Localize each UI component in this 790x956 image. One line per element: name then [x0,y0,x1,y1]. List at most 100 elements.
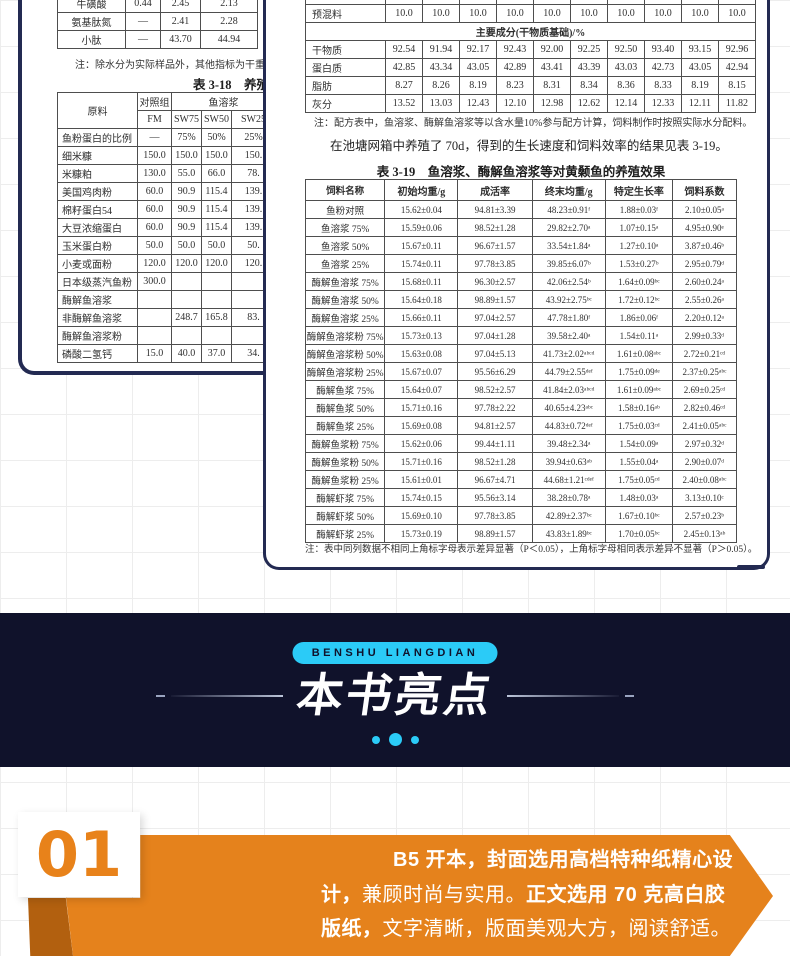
table-cell: 139. [230,200,266,219]
feature-text-segment: B5 开本，封面选用高档特种纸精心设计， [321,849,734,906]
table-cell: 酶解虾浆 75% [304,488,386,507]
table-header-row: 饲料名称 初始均重/g 成活率 终末均重/g 特定生长率 饲料系数 [304,179,738,201]
table-row: 灰分 13.52 13.03 12.43 12.10 12.98 12.62 12.14 12.… [305,94,756,113]
table-row: 酶解鱼溶浆 75% 15.68±0.11 96.30±2.57 42.06±2.54ᵇ… [304,272,738,291]
table-cell: 130.0 [137,164,172,183]
table-row: 磷酸二氢钙 15.0 40.0 37.0 34. [57,344,266,363]
table-note: 注：表中同列数据不相同上角标字母表示差异显著（P＜0.05），上角标字母相同表示… [305,545,758,555]
table-cell: 主要成分(干物质基础)/% [305,22,756,41]
table-row: 酶解鱼浆粉 75% 15.62±0.06 99.44±1.11 39.48±2.34ᵃ… [304,434,738,453]
table-cell: 11.82 [718,94,756,113]
table-row: 非酶解鱼溶浆 248.7 165.8 83. [57,308,266,327]
table-cell: 13.52 [385,94,423,113]
table-cell: 139. [230,182,266,201]
table-cell: 248.7 [171,308,202,327]
table-cell: 1.58±0.16ᵃᵇ [604,398,673,417]
table-cell: 10.0 [385,4,423,23]
table-cell: 15.66±0.11 [384,308,459,327]
table-cell: 8.15 [718,76,756,95]
table-cell: 15.59±0.06 [384,218,459,237]
table-cell: 1.72±0.12ᵇᶜ [604,290,673,309]
table-cell: 25% [230,128,266,147]
table-cell [171,290,202,309]
table-cell: 酶解鱼溶浆粉 75% [304,326,386,345]
table-cell: 1.54±0.09ᵃ [604,434,673,453]
table-cell: 细米糠 [57,146,138,165]
table-cell: 8.26 [422,76,460,95]
table-cell: 97.04±1.28 [457,326,533,345]
table-cell: 96.30±2.57 [457,272,533,291]
table-cell: 预混料 [305,4,386,23]
table-cell: 15.63±0.08 [384,344,459,363]
table-cell: 92.50 [607,40,645,59]
table-cell: 2.82±0.46ᶜᵈ [671,398,738,417]
table-cell: 91.94 [422,40,460,59]
ribbon-fold [28,898,73,956]
feature-number-box: 01 [18,812,140,897]
table-cell: 酶解鱼溶浆粉 50% [304,344,386,363]
table-cell: 酶解鱼溶浆 50% [304,290,386,309]
table-cell: 115.4 [201,182,232,201]
table-cell: 150. [230,146,266,165]
table-cell: 39.94±0.63ᵃᵇ [531,452,606,471]
table-cell [171,326,202,345]
table-cell: 磷酸二氢钙 [57,344,138,363]
table-cell: 120.0 [201,254,232,273]
book-page-scan-right: 预混料 10.0 10.0 10.0 10.0 10.0 10.0 10.0 10.0 10.0 1… [263,0,770,570]
table-cell: 鱼溶浆 25% [304,254,386,273]
table-cell: 日本级蒸汽鱼粉 [57,272,138,291]
table-cell: 15.0 [137,344,172,363]
column-header: FM [137,110,172,129]
table-cell: 10.0 [644,4,682,23]
table-cell: 0.44 [125,0,161,13]
table-cell: 50.0 [137,236,172,255]
section-title-row: 本书亮点 [0,668,790,723]
table-row: 干物质 92.54 91.94 92.17 92.43 92.00 92.25 92.50 93… [305,40,756,59]
table-cell: 1.75±0.03ᶜᵈ [604,416,673,435]
table-cell: 13.03 [422,94,460,113]
table-span-row: 主要成分(干物质基础)/% [305,22,756,41]
table-cell: 1.55±0.04ᵃ [604,452,673,471]
book-page-scan-left: 牛磺酸 0.44 2.45 2.13 氨基肽氮 —2.41 2.28 小肽 —43.70 44.9… [18,0,266,375]
table-row: 鱼溶浆 25% 15.74±0.11 97.78±3.85 39.85±6.07ᵇ 1.… [304,254,738,273]
table-cell: 60.0 [137,218,172,237]
table-cell: 酶解鱼溶浆 75% [304,272,386,291]
table-cell: 12.33 [644,94,682,113]
table-cell [137,290,172,309]
table-cell: 灰分 [305,94,386,113]
table-row: 鱼粉蛋白的比例 —75% 50% 25% [57,128,266,147]
table-cell: 42.89±2.37ᵇᶜ [531,506,606,525]
table-cell: 94.81±2.57 [457,416,533,435]
table-cell: 小麦或面粉 [57,254,138,273]
highlights-pill: BENSHU LIANGDIAN [292,642,498,664]
table-cell: 2.90±0.07ᵈ [671,452,738,471]
table-cell: 酶解虾浆 50% [304,506,386,525]
table-cell: 42.85 [385,58,423,77]
table-cell: 12.10 [496,94,534,113]
feature-text: B5 开本，封面选用高档特种纸精心设计，兼顾时尚与实用。正文选用 70 克高白胶… [321,843,745,947]
table-cell: 15.74±0.15 [384,488,459,507]
table-cell: 95.56±6.29 [457,362,533,381]
table-cell [230,272,266,291]
table-cell: 1.48±0.03ᵃ [604,488,673,507]
table-cell: 60.0 [137,200,172,219]
table-cell: 12.14 [607,94,645,113]
table-row: 酶解鱼浆粉 50% 15.71±0.16 98.52±1.28 39.94±0.63ᵃ… [304,452,738,471]
table-cell: 120. [230,254,266,273]
table-cell: 8.31 [533,76,571,95]
table-cell: 小肽 [57,30,126,49]
table-cell: 37.0 [201,344,232,363]
table-cell: 特定生长率 [604,179,673,201]
table-cell: 2.69±0.25ᶜᵈ [671,380,738,399]
table-cell: 酶解鱼浆 50% [304,398,386,417]
table-cell: 15.67±0.11 [384,236,459,255]
table-cell: 鱼溶浆 50% [304,236,386,255]
table-cell: 15.67±0.07 [384,362,459,381]
table-cell: 98.89±1.57 [457,290,533,309]
table-header-row: 原料 对照组 鱼溶浆 [57,92,266,129]
table-cell: 97.78±2.22 [457,398,533,417]
table-cell: 2.20±0.12ᵃ [671,308,738,327]
table-cell: 39.48±2.34ᵃ [531,434,606,453]
table-cell: 酶解鱼浆粉 50% [304,452,386,471]
table-cell: 2.60±0.24ᵃ [671,272,738,291]
